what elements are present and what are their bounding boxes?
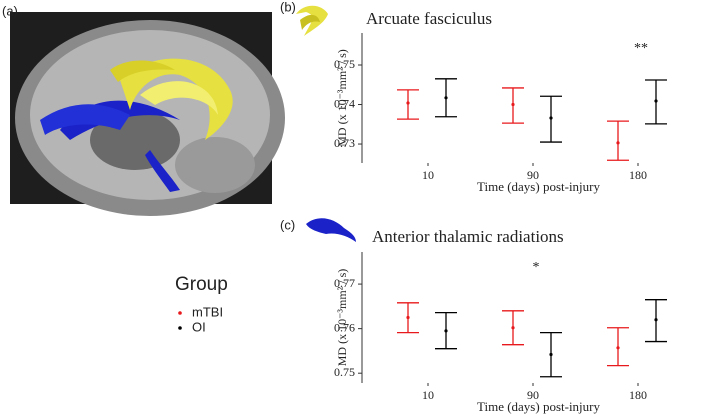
mean-point xyxy=(444,329,448,333)
y-tick-label: 0.76 xyxy=(334,320,355,334)
y-tick-label: 0.73 xyxy=(334,136,355,150)
mean-point xyxy=(511,326,515,330)
y-axis-label: MD (x 10⁻³mm² / s) xyxy=(335,269,349,367)
x-axis-label: Time (days) post-injury xyxy=(477,179,601,194)
significance-annotation: * xyxy=(533,260,540,275)
x-tick-label: 180 xyxy=(629,388,647,402)
x-tick-label: 90 xyxy=(527,388,539,402)
x-tick-label: 10 xyxy=(422,388,434,402)
mean-point xyxy=(616,346,620,350)
mean-point xyxy=(616,141,620,145)
y-tick-label: 0.75 xyxy=(334,365,355,379)
legend-swatch xyxy=(178,311,182,315)
mean-point xyxy=(511,102,515,107)
legend-label: mTBI xyxy=(192,304,223,319)
thalamic-icon xyxy=(306,218,356,242)
y-tick-label: 0.74 xyxy=(334,96,355,110)
panel-label: (a) xyxy=(2,3,18,18)
mean-point xyxy=(654,99,658,103)
y-tick-label: 0.77 xyxy=(334,276,355,290)
chart-title: Arcuate fasciculus xyxy=(366,9,492,28)
arcuate-icon xyxy=(296,5,328,36)
panel-label: (b) xyxy=(280,0,296,14)
legend-label: OI xyxy=(192,319,206,334)
mean-point xyxy=(654,318,658,322)
y-tick-label: 0.75 xyxy=(334,57,355,71)
significance-annotation: ** xyxy=(634,41,648,56)
mean-point xyxy=(549,352,553,357)
legend-swatch xyxy=(178,326,182,330)
legend-title: Group xyxy=(175,274,228,295)
y-axis-label: MD (x 10⁻³mm² / s) xyxy=(335,49,349,147)
mean-point xyxy=(406,315,410,320)
x-tick-label: 10 xyxy=(422,168,434,182)
mean-point xyxy=(549,116,553,120)
brain-image xyxy=(10,12,285,216)
panel-label: (c) xyxy=(280,217,295,232)
x-tick-label: 90 xyxy=(527,168,539,182)
x-axis-label: Time (days) post-injury xyxy=(477,399,601,414)
x-tick-label: 180 xyxy=(629,168,647,182)
chart-title: Anterior thalamic radiations xyxy=(372,227,564,246)
mean-point xyxy=(406,101,410,105)
mean-point xyxy=(444,96,448,100)
